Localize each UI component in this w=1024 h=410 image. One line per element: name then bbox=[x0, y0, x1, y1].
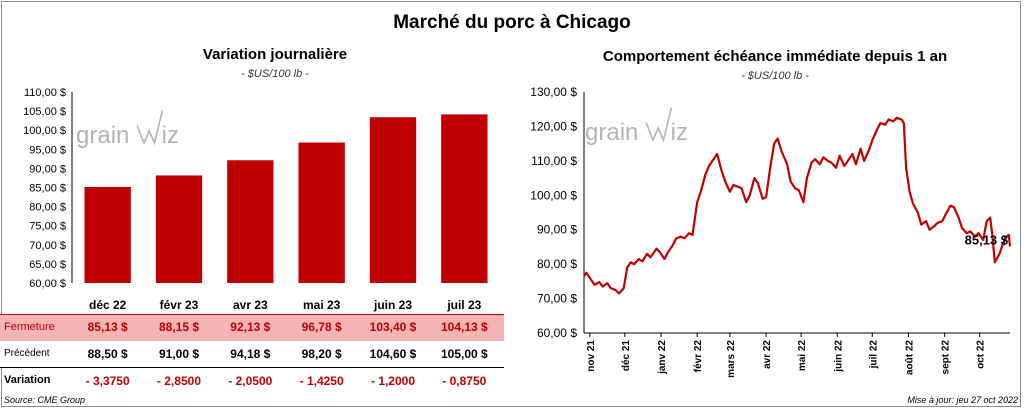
line-xtick-label: sept 22 bbox=[941, 340, 952, 375]
bar-watermark: grain iz bbox=[76, 110, 179, 149]
fermeture-cell: 104,13 $ bbox=[440, 320, 488, 334]
line-xtick-label: oct 22 bbox=[976, 340, 987, 369]
line-ytick-label: 70,00 $ bbox=[537, 292, 577, 306]
bar bbox=[84, 187, 131, 283]
line-ytick-label: 60,00 $ bbox=[537, 326, 577, 340]
line-ytick-label: 100,00 $ bbox=[530, 188, 577, 202]
bar-ytick-label: 85,00 $ bbox=[29, 183, 66, 195]
bar-ytick-label: 75,00 $ bbox=[29, 221, 66, 233]
source-note: Source: CME Group bbox=[4, 395, 86, 405]
line-xtick-label: juin 22 bbox=[833, 340, 844, 373]
bar bbox=[155, 175, 203, 283]
precedent-cell: 94,18 $ bbox=[230, 347, 271, 361]
fermeture-row-bg bbox=[0, 314, 504, 342]
line-xtick-label: mai 22 bbox=[797, 340, 808, 372]
bar-category-label: mai 23 bbox=[303, 298, 341, 312]
last-value-label: 85,13 $ bbox=[965, 232, 1009, 247]
bar bbox=[227, 160, 274, 283]
line-xtick-label: janv 22 bbox=[657, 340, 668, 375]
bar bbox=[441, 114, 488, 283]
line-xtick-label: août 22 bbox=[904, 340, 915, 375]
bar-ytick-label: 70,00 $ bbox=[29, 240, 66, 252]
bar-ytick-label: 60,00 $ bbox=[29, 278, 66, 290]
bar-chart: grain iz 60,00 $ 65,00 $ 70,00 $ 75,00 $ 80,00… bbox=[23, 87, 488, 312]
line-xtick-label: déc 21 bbox=[621, 340, 632, 372]
line-ytick-label: 130,00 $ bbox=[530, 85, 577, 99]
line-xtick-label: avr 22 bbox=[762, 340, 773, 369]
variation-cell: - 1,4250 bbox=[299, 374, 344, 388]
bar-category-label: juil 23 bbox=[446, 298, 481, 312]
update-note: Mise à jour: jeu 27 oct 2022 bbox=[907, 395, 1018, 405]
bar bbox=[298, 142, 345, 283]
line-xtick-label: nov 21 bbox=[586, 340, 597, 372]
variation-label: Variation bbox=[4, 374, 51, 386]
watermark-text-right: iz bbox=[162, 122, 179, 149]
precedent-cell: 104,60 $ bbox=[369, 347, 417, 361]
watermark-w-mark bbox=[136, 110, 164, 146]
bar-ytick-label: 90,00 $ bbox=[29, 163, 66, 175]
price-line bbox=[583, 116, 1012, 295]
line-chart-subtitle: - $US/100 lb - bbox=[741, 70, 809, 82]
precedent-row-bg bbox=[0, 341, 504, 368]
precedent-cell: 91,00 $ bbox=[158, 347, 200, 361]
fermeture-cell: 103,40 $ bbox=[369, 320, 417, 334]
bar-ytick-label: 80,00 $ bbox=[29, 202, 66, 214]
line-xtick-label: mars 22 bbox=[726, 340, 737, 378]
variation-cell: - 2,0500 bbox=[228, 374, 273, 388]
fermeture-cell: 85,13 $ bbox=[87, 320, 128, 334]
bar-ytick-label: 105,00 $ bbox=[23, 106, 66, 118]
bar-ytick-label: 100,00 $ bbox=[23, 125, 66, 137]
bar-ytick-label: 95,00 $ bbox=[29, 144, 66, 156]
bar-category-label: avr 23 bbox=[233, 298, 268, 312]
watermark-w-mark bbox=[645, 107, 673, 143]
variation-cell: - 2,8500 bbox=[156, 374, 202, 388]
line-ytick-label: 90,00 $ bbox=[537, 223, 577, 237]
main-title: Marché du porc à Chicago bbox=[393, 12, 631, 33]
bar bbox=[369, 117, 417, 283]
line-ytick-label: 80,00 $ bbox=[537, 257, 577, 271]
bar-category-label: juin 23 bbox=[373, 298, 412, 312]
bar-ytick-label: 110,00 $ bbox=[24, 87, 66, 99]
line-xtick-label: févr 22 bbox=[693, 340, 704, 373]
line-ytick-label: 120,00 $ bbox=[530, 119, 577, 133]
variation-cell: - 3,3750 bbox=[85, 374, 130, 388]
watermark-text-left: grain bbox=[585, 119, 638, 146]
fermeture-label: Fermeture bbox=[4, 321, 55, 333]
fermeture-cell: 88,15 $ bbox=[158, 320, 200, 334]
bar-category-label: févr 23 bbox=[160, 298, 199, 312]
fermeture-cell: 92,13 $ bbox=[230, 320, 271, 334]
fermeture-cell: 96,78 $ bbox=[301, 320, 342, 334]
watermark-text-left: grain bbox=[76, 122, 129, 149]
variation-cell: - 0,8750 bbox=[442, 374, 487, 388]
precedent-cell: 105,00 $ bbox=[440, 347, 488, 361]
line-watermark: grain iz bbox=[585, 107, 688, 146]
bar-ytick-label: 65,00 $ bbox=[29, 259, 66, 271]
bar-chart-subtitle: - $US/100 lb - bbox=[241, 68, 309, 80]
line-ytick-label: 110,00 $ bbox=[531, 154, 577, 168]
precedent-cell: 88,50 $ bbox=[87, 347, 128, 361]
precedent-cell: 98,20 $ bbox=[301, 347, 342, 361]
bar-category-label: déc 22 bbox=[89, 298, 127, 312]
line-chart-title: Comportement échéance immédiate depuis 1… bbox=[602, 48, 948, 65]
watermark-text-right: iz bbox=[671, 119, 688, 146]
line-xtick-label: juil 22 bbox=[868, 340, 879, 370]
precedent-label: Précédent bbox=[4, 348, 50, 359]
variation-cell: - 1,2000 bbox=[370, 374, 416, 388]
bar-chart-title: Variation journalière bbox=[202, 46, 348, 63]
